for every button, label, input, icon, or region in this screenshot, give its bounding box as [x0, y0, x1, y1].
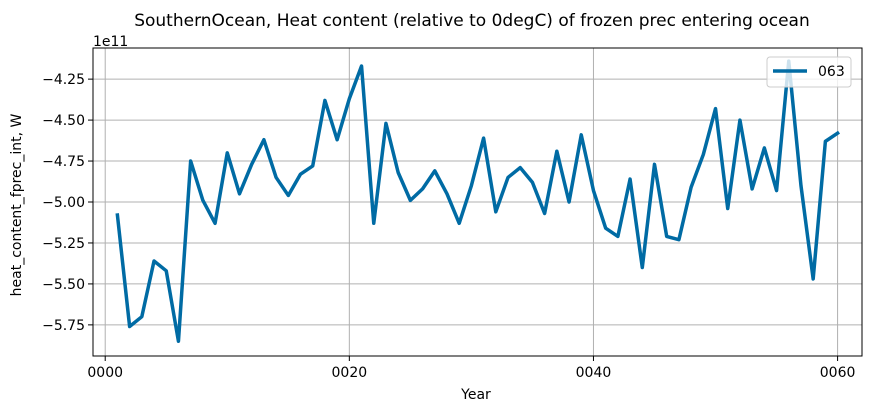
x-tick-label: 0000: [87, 365, 123, 381]
y-tick-label: −5.75: [42, 318, 85, 334]
x-tick-label: 0040: [576, 365, 612, 381]
y-offset-text: 1e11: [93, 34, 128, 50]
y-axis-label: heat_content_fprec_int, W: [9, 113, 25, 296]
y-axis-ticks: −5.75 −5.50 −5.25 −5.00 −4.75 −4.50 −4.25: [42, 72, 93, 334]
y-tick-label: −5.25: [42, 236, 85, 252]
y-tick-label: −4.50: [42, 113, 85, 129]
series-line-063: [115, 59, 841, 344]
y-tick-label: −5.50: [42, 277, 85, 293]
x-tick-label: 0060: [820, 365, 856, 381]
y-tick-label: −5.00: [42, 195, 85, 211]
x-axis-ticks: 0000 0020 0040 0060: [87, 356, 855, 381]
x-tick-label: 0020: [332, 365, 368, 381]
chart-title: SouthernOcean, Heat content (relative to…: [134, 11, 810, 31]
x-axis-label: Year: [460, 387, 491, 403]
y-tick-label: −4.25: [42, 72, 85, 88]
legend-label: 063: [818, 64, 845, 80]
series-layer: [115, 59, 841, 344]
y-tick-label: −4.75: [42, 154, 85, 170]
legend: 063: [766, 56, 852, 88]
legend-box: [766, 56, 852, 88]
